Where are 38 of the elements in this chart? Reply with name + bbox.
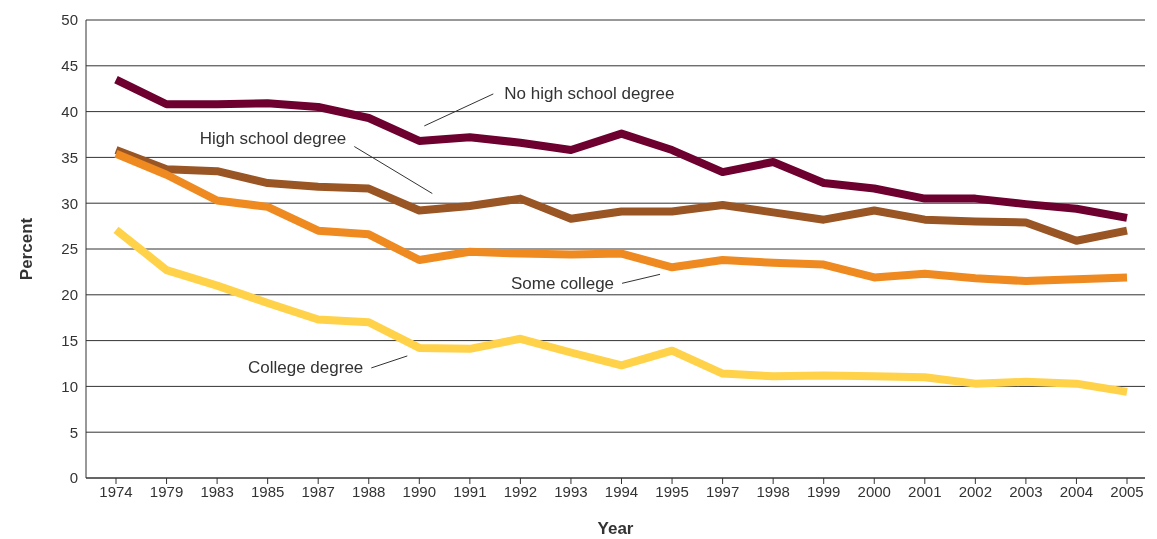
series-label: Some college (511, 274, 615, 294)
y-tick-label: 35 (61, 148, 78, 166)
x-tick-label: 2000 (857, 482, 891, 500)
x-tick-label: 1991 (453, 482, 487, 500)
text: College degree (247, 357, 364, 377)
y-tick-label: 20 (61, 286, 78, 304)
x-tick-label: 1992 (503, 482, 538, 500)
y-tick-label: 5 (69, 423, 78, 441)
x-tick-label: 2003 (1009, 482, 1043, 500)
text: No high school degree (504, 83, 675, 103)
x-tick-label: 1990 (402, 482, 436, 500)
x-axis-title: Year (597, 519, 634, 538)
y-tick-label: 25 (61, 240, 78, 258)
y-tick-label: 40 (61, 102, 78, 120)
x-tick-label: 1988 (352, 482, 386, 500)
x-tick-label: 1985 (250, 482, 285, 500)
x-tick-label: 1987 (301, 482, 335, 500)
y-tick-label: 0 (69, 469, 78, 487)
y-tick-label: 50 (61, 11, 78, 29)
x-tick-label: 1997 (705, 482, 740, 500)
x-tick-label: 1999 (807, 482, 841, 500)
series-label: High school degree (199, 128, 347, 148)
x-tick-label: 1994 (604, 482, 639, 500)
y-tick-label: 10 (61, 377, 78, 395)
y-tick-label: 45 (61, 57, 78, 75)
x-tick-label: 1993 (554, 482, 588, 500)
x-tick-label: 2004 (1059, 482, 1094, 500)
y-axis-title: Percent (17, 217, 37, 281)
x-tick-label: 1998 (756, 482, 790, 500)
x-tick-label: 2002 (958, 482, 993, 500)
y-tick-label: 30 (61, 194, 78, 212)
x-tick-label: 1983 (200, 482, 234, 500)
x-tick-label: 1979 (149, 482, 184, 500)
x-tick-label: 1974 (99, 482, 133, 500)
x-tick-label: 1995 (655, 482, 689, 500)
x-tick-label: 2005 (1110, 482, 1144, 500)
x-tick-label: 2001 (908, 482, 942, 500)
y-tick-label: 15 (61, 331, 78, 349)
